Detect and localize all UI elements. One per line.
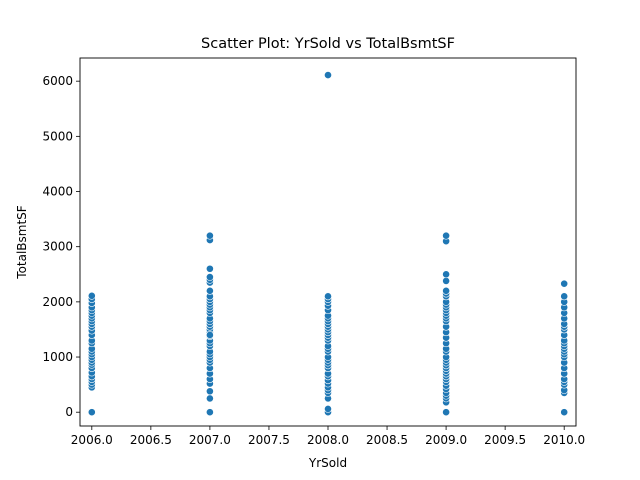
x-tick-label: 2006.5 — [130, 433, 172, 447]
data-point — [205, 387, 214, 396]
data-point — [442, 270, 450, 279]
data-point — [205, 331, 214, 339]
data-point — [205, 231, 214, 240]
x-tick-label: 2006.0 — [71, 433, 113, 447]
data-point — [442, 231, 450, 240]
data-point — [205, 408, 214, 417]
x-tick-label: 2007.5 — [248, 433, 290, 447]
x-axis-ticks: 2006.0 2006.5 2007.0 2007.5 2008.0 2008.5 2009… — [71, 426, 585, 447]
y-tick-label: 1000 — [42, 350, 73, 364]
y-tick-label: 6000 — [42, 74, 73, 88]
data-point — [442, 408, 450, 417]
data-point — [324, 404, 332, 413]
data-point — [560, 279, 569, 288]
x-axis-label: YrSold — [308, 456, 347, 470]
data-point — [560, 408, 569, 417]
x-tick-label: 2007.0 — [189, 433, 231, 447]
y-tick-label: 5000 — [42, 129, 73, 143]
y-tick-label: 2000 — [42, 295, 73, 309]
x-tick-label: 2009.5 — [484, 433, 526, 447]
y-axis-ticks: 0 1000 2000 3000 4000 5000 6000 — [42, 74, 80, 419]
data-point — [87, 291, 96, 300]
y-tick-label: 4000 — [42, 185, 73, 199]
data-point — [560, 292, 569, 301]
y-tick-label: 0 — [65, 405, 73, 419]
data-point — [324, 71, 332, 79]
x-tick-label: 2010.0 — [543, 433, 585, 447]
x-tick-label: 2008.0 — [307, 433, 349, 447]
data-point — [442, 276, 450, 285]
data-point — [87, 408, 96, 417]
x-tick-label: 2008.5 — [366, 433, 408, 447]
data-point — [205, 273, 214, 281]
data-point — [324, 292, 332, 301]
scatter-points — [87, 71, 569, 417]
data-point — [205, 264, 214, 273]
data-point — [205, 286, 214, 295]
chart-title: Scatter Plot: YrSold vs TotalBsmtSF — [201, 36, 455, 52]
y-tick-label: 3000 — [42, 240, 73, 254]
x-tick-label: 2009.0 — [425, 433, 467, 447]
data-point — [205, 394, 214, 403]
data-point — [442, 286, 450, 295]
y-axis-label: TotalBsmtSF — [15, 205, 29, 280]
